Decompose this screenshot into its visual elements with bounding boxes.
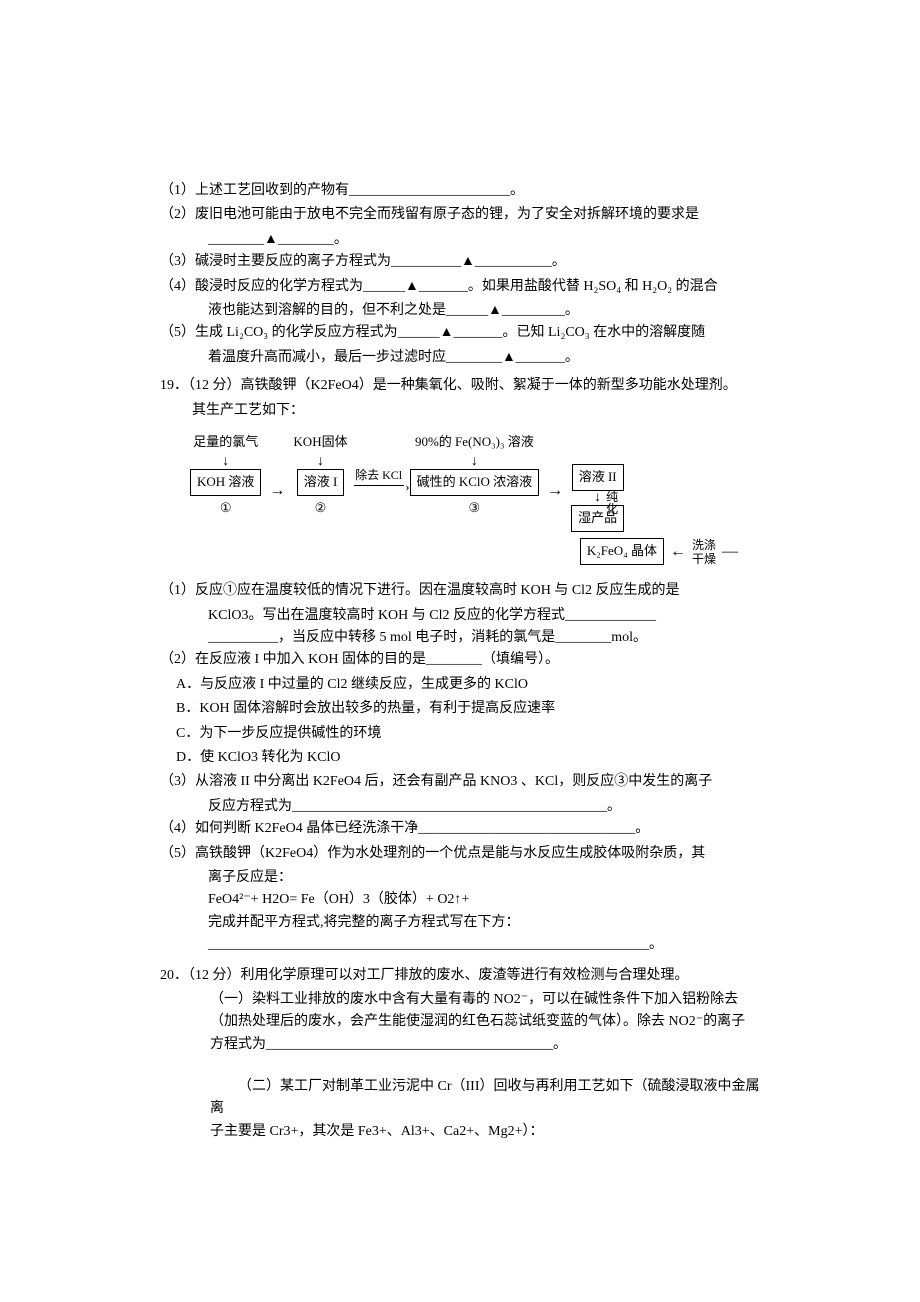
q20-part2-a: （二）某工厂对制革工业污泥中 Cr（III）回收与再利用工艺如下（硫酸浸取液中金… [160, 1076, 760, 1121]
q18-item-2b: ________▲________。 [160, 229, 760, 251]
text: 子主要是 Cr3+，其次是 Fe3+、Al3+、Ca2+、Mg2+）： [210, 1124, 543, 1139]
arrow-down-icon: ↓ [317, 455, 324, 469]
text: （加热处理后的废水，会产生能使湿润的红色石蕊试纸变蓝的气体）。除去 NO2⁻的离… [210, 1014, 745, 1029]
q19-option-a: A．与反应液 I 中过量的 Cl2 继续反应，生成更多的 KClO [160, 674, 760, 696]
q18-item-5b: 着温度升高而减小，最后一步过滤时应________▲_______。 [160, 347, 760, 369]
q20-header: 20．（12 分）利用化学原理可以对工厂排放的废水、废渣等进行有效检测与合理处理… [160, 965, 760, 987]
text: （5）高铁酸钾（K2FeO4）作为水处理剂的一个优点是能与水反应生成胶体吸附杂质… [160, 846, 705, 861]
label-remove-kcl: 除去 KCl [354, 466, 403, 485]
text: 方程式为____________________________________… [210, 1037, 567, 1052]
text: 反应方程式为__________________________________… [208, 799, 621, 814]
arrow-right-icon: → [547, 460, 563, 504]
box-sol2: 溶液 II [572, 464, 624, 491]
q19-option-c: C．为下一步反应提供碱性的环境 [160, 723, 760, 745]
flowchart-row1: 足量的氯气 ↓ KOH 溶液 ① → KOH固体 ↓ 溶液 I ② 除去 KCl… [190, 432, 760, 532]
q18-item-4a: （4）酸浸时反应的化学方程式为______▲_______。如果用盐酸代替 H₂… [160, 276, 760, 298]
label-wash: 洗涤 [692, 538, 716, 552]
q20-part1-b: （加热处理后的废水，会产生能使湿润的红色石蕊试纸变蓝的气体）。除去 NO2⁻的离… [160, 1011, 760, 1033]
q19-number: 19． [160, 378, 188, 393]
q18-item-3: （3）碱浸时主要反应的离子方程式为__________▲___________。 [160, 251, 760, 273]
q19-item-1b: KClO3。写出在温度较高时 KOH 与 Cl2 反应的化学方程式_______… [160, 605, 760, 627]
q20-part1-a: （一）染料工业排放的废水中含有大量有毒的 NO2⁻，可以在碱性条件下加入铝粉除去 [160, 989, 760, 1011]
q18-item-5a: （5）生成 Li₂CO₃ 的化学反应方程式为______▲_______。已知 … [160, 322, 760, 344]
arrow-down-icon: ↓ [222, 455, 229, 469]
text: ________▲________。 [208, 232, 348, 247]
text: （3）碱浸时主要反应的离子方程式为__________▲___________。 [160, 254, 566, 269]
q19-header: 19．（12 分）高铁酸钾（K2FeO4）是一种集氧化、吸附、絮凝于一体的新型多… [160, 375, 760, 397]
box-kclo: 碱性的 KClO 浓溶液 [410, 469, 540, 496]
q19-option-b: B．KOH 固体溶解时会放出较多的热量，有利于提高反应速率 [160, 698, 760, 720]
text: C．为下一步反应提供碱性的环境 [176, 726, 381, 741]
node-solution1: KOH固体 ↓ 溶液 I ② [293, 432, 347, 518]
text: 离子反应是： [208, 870, 292, 885]
text: 液也能达到溶解的目的，但不利之处是______▲_________。 [208, 303, 579, 318]
q19-intro1: （12 分）高铁酸钾（K2FeO4）是一种集氧化、吸附、絮凝于一体的新型多功能水… [188, 378, 737, 393]
label-fe: 90%的 Fe(NO₃)₃ 溶液 [415, 432, 534, 453]
text: 其生产工艺如下： [192, 403, 304, 418]
q19-item-5b: 离子反应是： [160, 867, 760, 889]
text: __________，当反应中转移 5 mol 电子时，消耗的氯气是______… [208, 630, 647, 645]
num-2: ② [315, 498, 327, 519]
q19-item-4: （4）如何判断 K2FeO4 晶体已经洗涤干净_________________… [160, 818, 760, 840]
flowchart-row2: K₂FeO₄ 晶体 ← 洗涤 干燥 — [190, 538, 760, 567]
num-1: ① [220, 498, 232, 519]
num-3: ③ [469, 498, 481, 519]
q19-item-1a: （1）反应①应在温度较低的情况下进行。因在温度较高时 KOH 与 Cl2 反应生… [160, 580, 760, 602]
text: （4）酸浸时反应的化学方程式为______▲_______。如果用盐酸代替 H₂… [160, 279, 718, 294]
arrow-down-icon: ↓ [471, 455, 478, 469]
box-koh: KOH 溶液 [190, 469, 261, 496]
text: A．与反应液 I 中过量的 Cl2 继续反应，生成更多的 KClO [176, 677, 528, 692]
text: （3）从溶液 II 中分离出 K2FeO4 后，还会有副产品 KNO3 、KCl… [160, 774, 712, 789]
q19-intro2: 其生产工艺如下： [160, 400, 760, 422]
q18-item-1: （1）上述工艺回收到的产物有_______________________。 [160, 180, 760, 202]
q20-part2-b: 子主要是 Cr3+，其次是 Fe3+、Al3+、Ca2+、Mg2+）： [160, 1121, 760, 1143]
node-kclo: 90%的 Fe(NO₃)₃ 溶液 ↓ 碱性的 KClO 浓溶液 ③ [410, 432, 540, 518]
q19-equation: FeO4²⁻+ H2O= Fe（OH）3（胶体）+ O2↑+ [160, 889, 760, 911]
q18-item-4b: 液也能达到溶解的目的，但不利之处是______▲_________。 [160, 300, 760, 322]
label-dry: 干燥 [692, 552, 716, 566]
text: （2）在反应液 I 中加入 KOH 固体的目的是________（填编号）。 [160, 652, 559, 667]
text: 着温度升高而减小，最后一步过滤时应________▲_______。 [208, 350, 579, 365]
text: （1）上述工艺回收到的产物有_______________________。 [160, 183, 524, 198]
text: B．KOH 固体溶解时会放出较多的热量，有利于提高反应速率 [176, 701, 555, 716]
wash-dry-labels: 洗涤 干燥 [692, 538, 716, 567]
q19-item-3a: （3）从溶液 II 中分离出 K2FeO4 后，还会有副产品 KNO3 、KCl… [160, 771, 760, 793]
node-koh-solution: 足量的氯气 ↓ KOH 溶液 ① [190, 432, 261, 518]
arrow-right-icon: → [269, 460, 285, 504]
q19-item-2: （2）在反应液 I 中加入 KOH 固体的目的是________（填编号）。 [160, 649, 760, 671]
q19-item-1c: __________，当反应中转移 5 mol 电子时，消耗的氯气是______… [160, 627, 760, 649]
q18-item-2: （2）废旧电池可能由于放电不完全而残留有原子态的锂，为了安全对拆解环境的要求是 [160, 204, 760, 226]
q19-item-3b: 反应方程式为__________________________________… [160, 796, 760, 818]
arrow-left-icon: ← [670, 539, 686, 565]
q19-flowchart: 足量的氯气 ↓ KOH 溶液 ① → KOH固体 ↓ 溶液 I ② 除去 KCl… [160, 432, 760, 566]
q20-intro: （12 分）利用化学原理可以对工厂排放的废水、废渣等进行有效检测与合理处理。 [188, 968, 689, 983]
text: （一）染料工业排放的废水中含有大量有毒的 NO2⁻，可以在碱性条件下加入铝粉除去 [210, 992, 738, 1007]
label-koh-solid: KOH固体 [293, 432, 347, 453]
text: FeO4²⁻+ H2O= Fe（OH）3（胶体）+ O2↑+ [208, 892, 469, 907]
label-purify: 纯化 [606, 491, 618, 515]
box-sol1: 溶液 I [297, 469, 345, 496]
arrow-down-icon: ↓纯化 [594, 491, 601, 505]
q19-option-d: D．使 KClO3 转化为 KClO [160, 747, 760, 769]
edge-remove-kcl: 除去 KCl › [354, 432, 404, 486]
node-solution2: 溶液 II ↓纯化 湿产品 [571, 432, 624, 532]
text: 完成并配平方程式,将完整的离子方程式写在下方： [208, 915, 520, 930]
text: ________________________________________… [208, 937, 663, 952]
label-cl2: 足量的氯气 [193, 432, 258, 453]
text: （4）如何判断 K2FeO4 晶体已经洗涤干净_________________… [160, 821, 649, 836]
text: （5）生成 Li₂CO₃ 的化学反应方程式为______▲_______。已知 … [160, 325, 705, 340]
q20-part1-c: 方程式为____________________________________… [160, 1034, 760, 1056]
q20-number: 20． [160, 968, 188, 983]
text: KClO3。写出在温度较高时 KOH 与 Cl2 反应的化学方程式_______… [208, 608, 656, 623]
q19-item-5a: （5）高铁酸钾（K2FeO4）作为水处理剂的一个优点是能与水反应生成胶体吸附杂质… [160, 843, 760, 865]
arrow-left-icon: — [722, 539, 738, 565]
box-crystal: K₂FeO₄ 晶体 [580, 538, 664, 565]
text: D．使 KClO3 转化为 KClO [176, 750, 341, 765]
q19-blank-line: ________________________________________… [160, 934, 760, 956]
q19-item-5c: 完成并配平方程式,将完整的离子方程式写在下方： [160, 912, 760, 934]
text: （2）废旧电池可能由于放电不完全而残留有原子态的锂，为了安全对拆解环境的要求是 [160, 207, 699, 222]
text: （1）反应①应在温度较低的情况下进行。因在温度较高时 KOH 与 Cl2 反应生… [160, 583, 680, 598]
text: （二）某工厂对制革工业污泥中 Cr（III）回收与再利用工艺如下（硫酸浸取液中金… [210, 1079, 759, 1116]
